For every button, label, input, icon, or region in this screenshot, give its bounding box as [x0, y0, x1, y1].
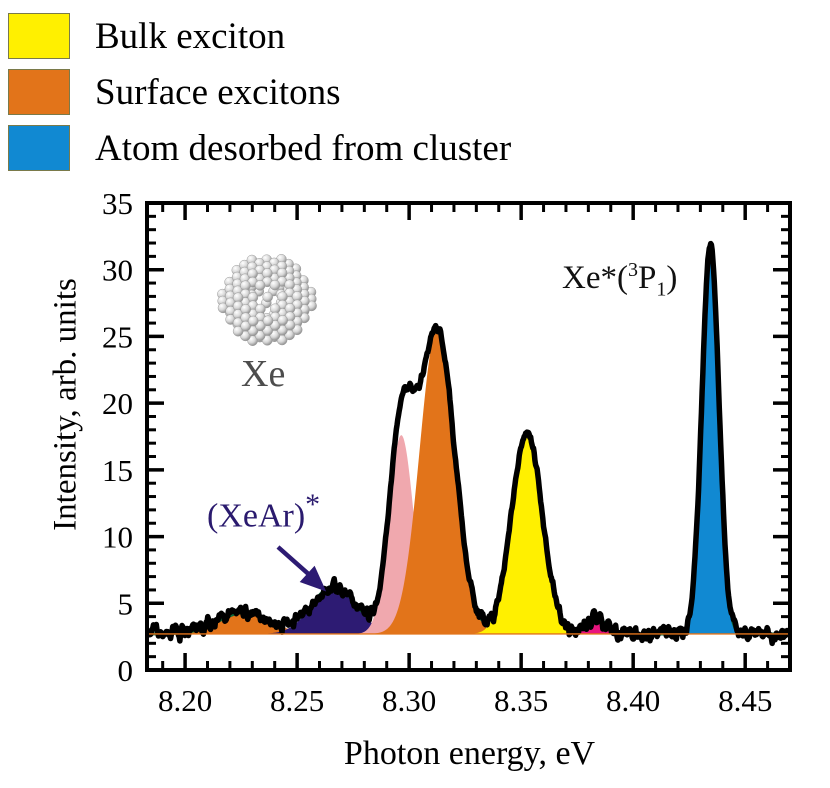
annotation-xear: (XeAr)*	[207, 490, 320, 533]
annotation-xe-excited-atom: Xe*(3P1)	[562, 260, 677, 300]
x-tick-label: 8.25	[270, 683, 324, 718]
y-tick-label: 5	[118, 586, 134, 621]
y-axis-title: Intensity, arb. units	[47, 278, 84, 531]
cluster-atom	[240, 320, 251, 332]
spectrum-curves	[144, 240, 793, 647]
cluster-label: Xe	[241, 353, 286, 395]
annotation-xe-post: )	[666, 260, 678, 296]
y-tick-label: 20	[102, 386, 133, 421]
legend-swatch-surface-excitons	[8, 69, 70, 115]
cluster-atom	[284, 319, 296, 331]
cluster-atom	[247, 315, 259, 327]
component-xear-complex	[147, 585, 790, 634]
annotation-xe-term: P	[637, 260, 657, 296]
legend-label-surface-excitons: Surface excitons	[95, 71, 341, 113]
x-tick-label: 8.20	[158, 683, 212, 718]
component-atom-desorbed	[147, 243, 790, 634]
annotation-xear-text: (XeAr)	[207, 497, 306, 535]
tick-labels: 8.20 8.25 8.30 8.35 8.40 8.45 0 5 10 15 20 25 30 35	[102, 190, 772, 718]
legend-label-atom-desorbed: Atom desorbed from cluster	[95, 127, 512, 169]
annotation-xe-pre: Xe*(	[562, 260, 628, 296]
x-tick-label: 8.30	[382, 683, 436, 718]
plot-frame	[145, 201, 792, 672]
legend-swatch-atom-desorbed	[8, 125, 70, 171]
y-tick-label: 0	[118, 653, 134, 688]
cluster-atom	[277, 315, 288, 326]
x-tick-label: 8.40	[606, 683, 660, 718]
annotation-xe-j: 1	[656, 278, 667, 301]
measured-spectrum-curve	[144, 240, 793, 647]
cluster-atom	[269, 279, 281, 291]
y-tick-label: 25	[102, 319, 133, 354]
y-tick-label: 30	[102, 253, 133, 288]
legend: Bulk exciton Surface excitons Atom desor…	[8, 8, 708, 176]
y-tick-label: 35	[102, 190, 133, 221]
legend-label-bulk-exciton: Bulk exciton	[95, 15, 286, 57]
legend-item-atom-desorbed: Atom desorbed from cluster	[8, 120, 708, 176]
legend-item-bulk-exciton: Bulk exciton	[8, 8, 708, 64]
xe-cluster-icon	[217, 254, 317, 346]
axes	[145, 201, 792, 672]
annotation-xe-multiplicity: 3	[627, 259, 638, 281]
xear-arrow	[276, 545, 327, 592]
x-tick-label: 8.45	[718, 683, 772, 718]
cluster-atom	[262, 291, 273, 303]
spectrum-chart: 8.20 8.25 8.30 8.35 8.40 8.45 0 5 10 15 20 25 30 35 I…	[0, 190, 830, 788]
cluster-atom	[232, 325, 244, 337]
xear-arrow-head	[299, 565, 327, 592]
cluster-atom	[262, 315, 274, 326]
y-tick-label: 15	[102, 453, 133, 488]
x-axis-title: Photon energy, eV	[343, 735, 596, 772]
annotation-xear-star: *	[305, 488, 321, 521]
y-tick-label: 10	[102, 520, 133, 555]
x-tick-label: 8.35	[494, 683, 548, 718]
legend-swatch-bulk-exciton	[8, 13, 70, 59]
legend-item-surface-excitons: Surface excitons	[8, 64, 708, 120]
plot-canvas: 8.20 8.25 8.30 8.35 8.40 8.45 0 5 10 15 20 25 30 35	[102, 190, 793, 718]
cluster-atom	[254, 280, 266, 291]
